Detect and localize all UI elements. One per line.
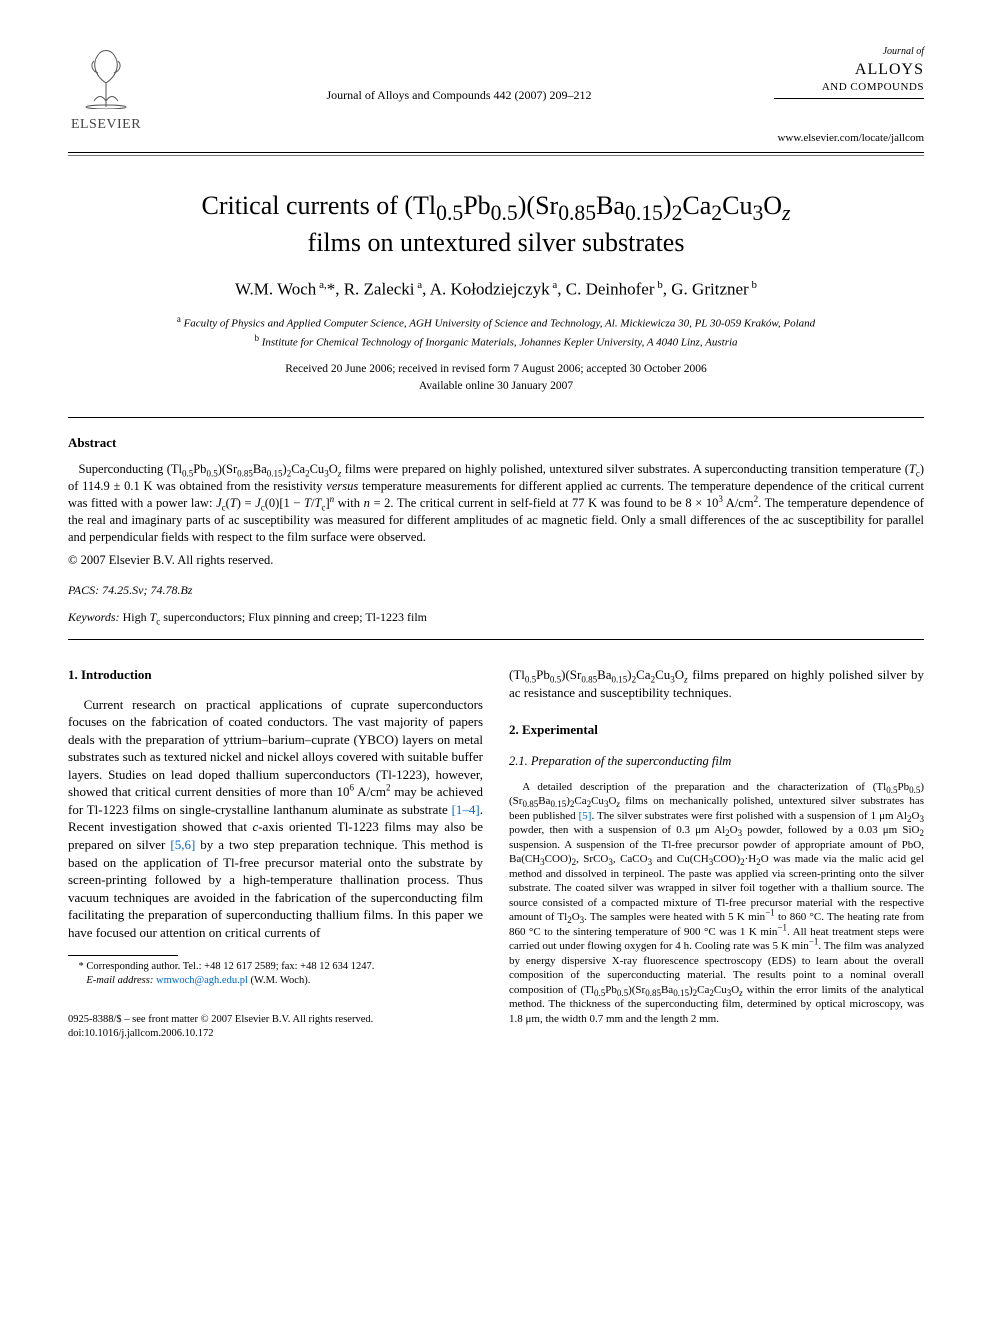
ref-link[interactable]: [5,6] <box>170 837 195 852</box>
dates-online: Available online 30 January 2007 <box>68 378 924 395</box>
elsevier-tree-icon <box>74 45 138 109</box>
publisher-logo: ELSEVIER <box>68 45 144 134</box>
header-rule-thin <box>68 155 924 156</box>
article-title: Critical currents of (Tl0.5Pb0.5)(Sr0.85… <box>98 190 894 260</box>
section-2-1-heading: 2.1. Preparation of the superconducting … <box>509 753 924 770</box>
section-1-paragraph: Current research on practical applicatio… <box>68 696 483 942</box>
section-1-continuation: (Tl0.5Pb0.5)(Sr0.85Ba0.15)2Ca2Cu3Oz film… <box>509 666 924 701</box>
abstract-heading: Abstract <box>68 434 924 452</box>
journal-logo-prefix: Journal of <box>774 45 924 59</box>
footnote-separator <box>68 955 178 956</box>
footer-issn: 0925-8388/$ – see front matter © 2007 El… <box>68 1013 483 1027</box>
pacs-label: PACS: <box>68 583 99 597</box>
abstract-copyright: © 2007 Elsevier B.V. All rights reserved… <box>68 552 924 569</box>
email-link[interactable]: wmwoch@agh.edu.pl <box>156 975 248 986</box>
journal-logo-line2: AND COMPOUNDS <box>774 80 924 95</box>
pacs-value: 74.25.Sv; 74.78.Bz <box>102 583 192 597</box>
footer-doi: doi:10.1016/j.jallcom.2006.10.172 <box>68 1027 483 1041</box>
journal-logo-line1: ALLOYS <box>774 59 924 81</box>
column-right: (Tl0.5Pb0.5)(Sr0.85Ba0.15)2Ca2Cu3Oz film… <box>509 666 924 1041</box>
affiliation-a: a Faculty of Physics and Applied Compute… <box>68 313 924 332</box>
pacs-line: PACS: 74.25.Sv; 74.78.Bz <box>68 582 924 598</box>
header-rule-top <box>68 152 924 153</box>
ref-link[interactable]: [1–4] <box>452 802 480 817</box>
journal-logo-separator <box>774 98 924 99</box>
corresponding-author-footnote: * Corresponding author. Tel.: +48 12 617… <box>68 960 483 988</box>
footnote-email: E-mail address: wmwoch@agh.edu.pl (W.M. … <box>68 974 483 988</box>
section-2-1-body: A detailed description of the preparatio… <box>509 780 924 1027</box>
footnote-tel: * Corresponding author. Tel.: +48 12 617… <box>68 960 483 974</box>
abstract-rule-bottom <box>68 639 924 640</box>
affiliations: a Faculty of Physics and Applied Compute… <box>68 313 924 351</box>
section-1-heading: 1. Introduction <box>68 666 483 684</box>
dates-received: Received 20 June 2006; received in revis… <box>68 361 924 378</box>
section-2-heading: 2. Experimental <box>509 721 924 739</box>
journal-logo: Journal of ALLOYS AND COMPOUNDS www.else… <box>774 45 924 146</box>
authors: W.M. Woch a,*, R. Zalecki a, A. Kołodzie… <box>68 278 924 302</box>
column-left: 1. Introduction Current research on prac… <box>68 666 483 1041</box>
article-dates: Received 20 June 2006; received in revis… <box>68 361 924 394</box>
journal-reference: Journal of Alloys and Compounds 442 (200… <box>144 45 774 103</box>
journal-url: www.elsevier.com/locate/jallcom <box>774 131 924 146</box>
keywords-value: High Tc superconductors; Flux pinning an… <box>123 610 427 624</box>
ref-link[interactable]: [5] <box>579 810 592 822</box>
page-header: ELSEVIER Journal of Alloys and Compounds… <box>68 45 924 146</box>
publisher-name: ELSEVIER <box>68 116 144 135</box>
page-footer: 0925-8388/$ – see front matter © 2007 El… <box>68 1013 483 1041</box>
affiliation-b: b Institute for Chemical Technology of I… <box>68 332 924 351</box>
abstract-body: Superconducting (Tl0.5Pb0.5)(Sr0.85Ba0.1… <box>68 461 924 545</box>
keywords-line: Keywords: High Tc superconductors; Flux … <box>68 609 924 628</box>
abstract-rule-top <box>68 417 924 418</box>
keywords-label: Keywords: <box>68 610 120 624</box>
body-columns: 1. Introduction Current research on prac… <box>68 666 924 1041</box>
